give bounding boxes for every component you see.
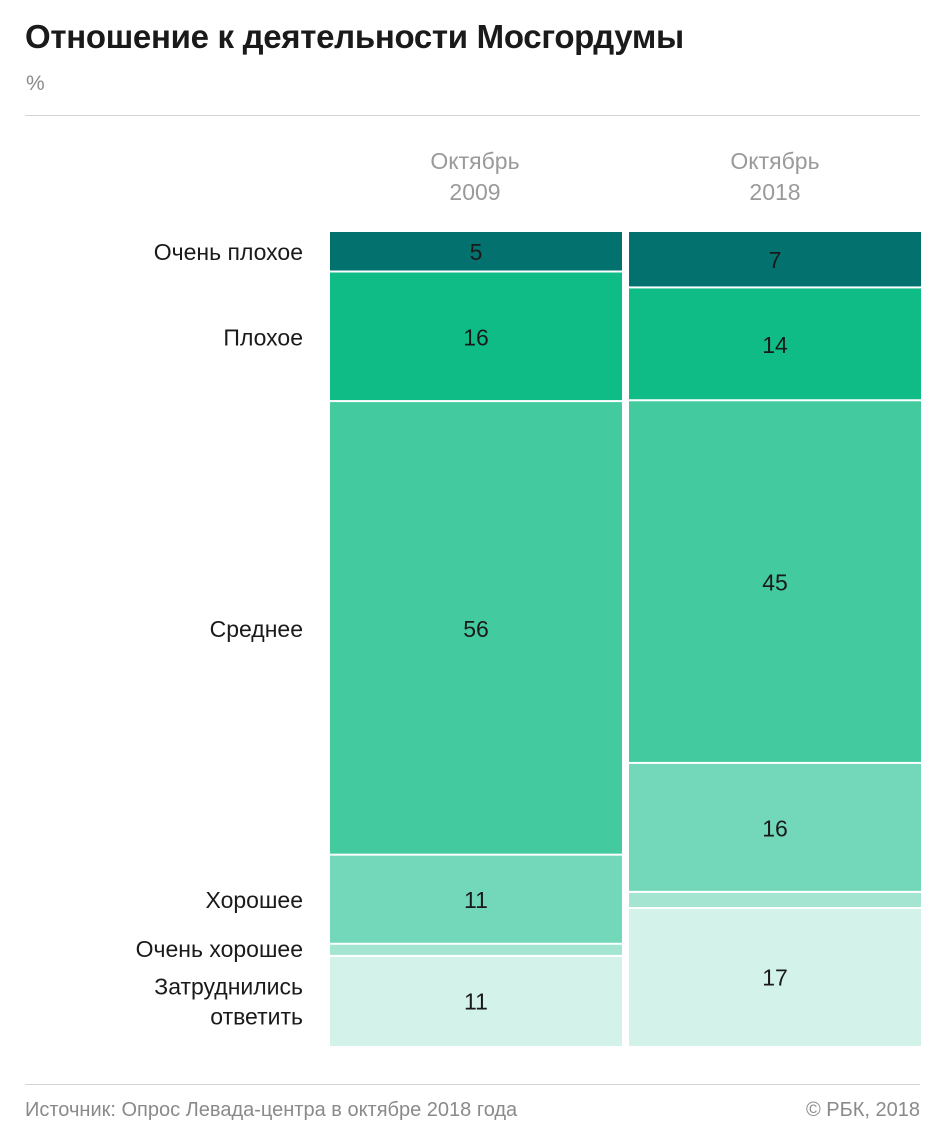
data-label-октябрь-2018-6: 17 <box>762 964 788 990</box>
column-header-2009: Октябрь 2009 <box>330 146 620 208</box>
category-label-1: Очень плохое <box>154 239 303 265</box>
data-label-октябрь-2009-3: 56 <box>463 616 489 642</box>
category-label-3: Среднее <box>210 616 303 642</box>
bar-segment-октябрь-2018-4 <box>629 763 921 891</box>
bar-segment-октябрь-2009-2 <box>330 272 622 401</box>
bar-segment-октябрь-2009-6 <box>330 956 622 1046</box>
data-label-октябрь-2009-1: 5 <box>470 239 483 265</box>
category-label-6: Затруднились ответить <box>154 973 303 1029</box>
bar-segment-октябрь-2018-1 <box>629 232 921 287</box>
data-label-октябрь-2018-2: 14 <box>762 332 788 358</box>
bar-segment-октябрь-2009-4 <box>330 855 622 943</box>
unit-label: % <box>26 72 45 95</box>
bar-segment-октябрь-2009-1 <box>330 232 622 271</box>
bar-segment-октябрь-2009-5 <box>330 944 622 955</box>
chart-title: Отношение к деятельности Мосгордумы <box>25 18 684 55</box>
category-label-2: Плохое <box>223 324 303 350</box>
column-header-2018-month: Октябрь <box>730 148 820 174</box>
column-header-2009-year: 2009 <box>449 179 501 205</box>
column-header-2009-month: Октябрь <box>430 148 520 174</box>
bar-segment-октябрь-2018-2 <box>629 288 921 400</box>
category-label-5: Очень хорошее <box>136 936 303 962</box>
category-label-4: Хорошее <box>206 887 304 913</box>
data-label-октябрь-2009-4: 11 <box>464 887 488 913</box>
data-label-октябрь-2009-2: 16 <box>463 324 489 350</box>
bar-segment-октябрь-2009-3 <box>330 402 622 854</box>
bar-segment-октябрь-2018-5 <box>629 892 921 907</box>
footer-copyright: © РБК, 2018 <box>805 1099 920 1121</box>
data-label-октябрь-2018-4: 16 <box>762 815 788 841</box>
column-header-2018: Октябрь 2018 <box>630 146 920 208</box>
bar-segment-октябрь-2018-6 <box>629 908 921 1046</box>
data-label-октябрь-2009-6: 11 <box>464 988 488 1014</box>
bottom-divider <box>25 1084 920 1085</box>
top-divider <box>25 115 920 116</box>
data-label-октябрь-2018-3: 45 <box>762 570 788 596</box>
bar-segment-октябрь-2018-3 <box>629 401 921 762</box>
column-header-2018-year: 2018 <box>749 179 801 205</box>
data-label-октябрь-2018-1: 7 <box>769 247 782 273</box>
footer-source: Источник: Опрос Левада-центра в октябре … <box>25 1099 518 1121</box>
